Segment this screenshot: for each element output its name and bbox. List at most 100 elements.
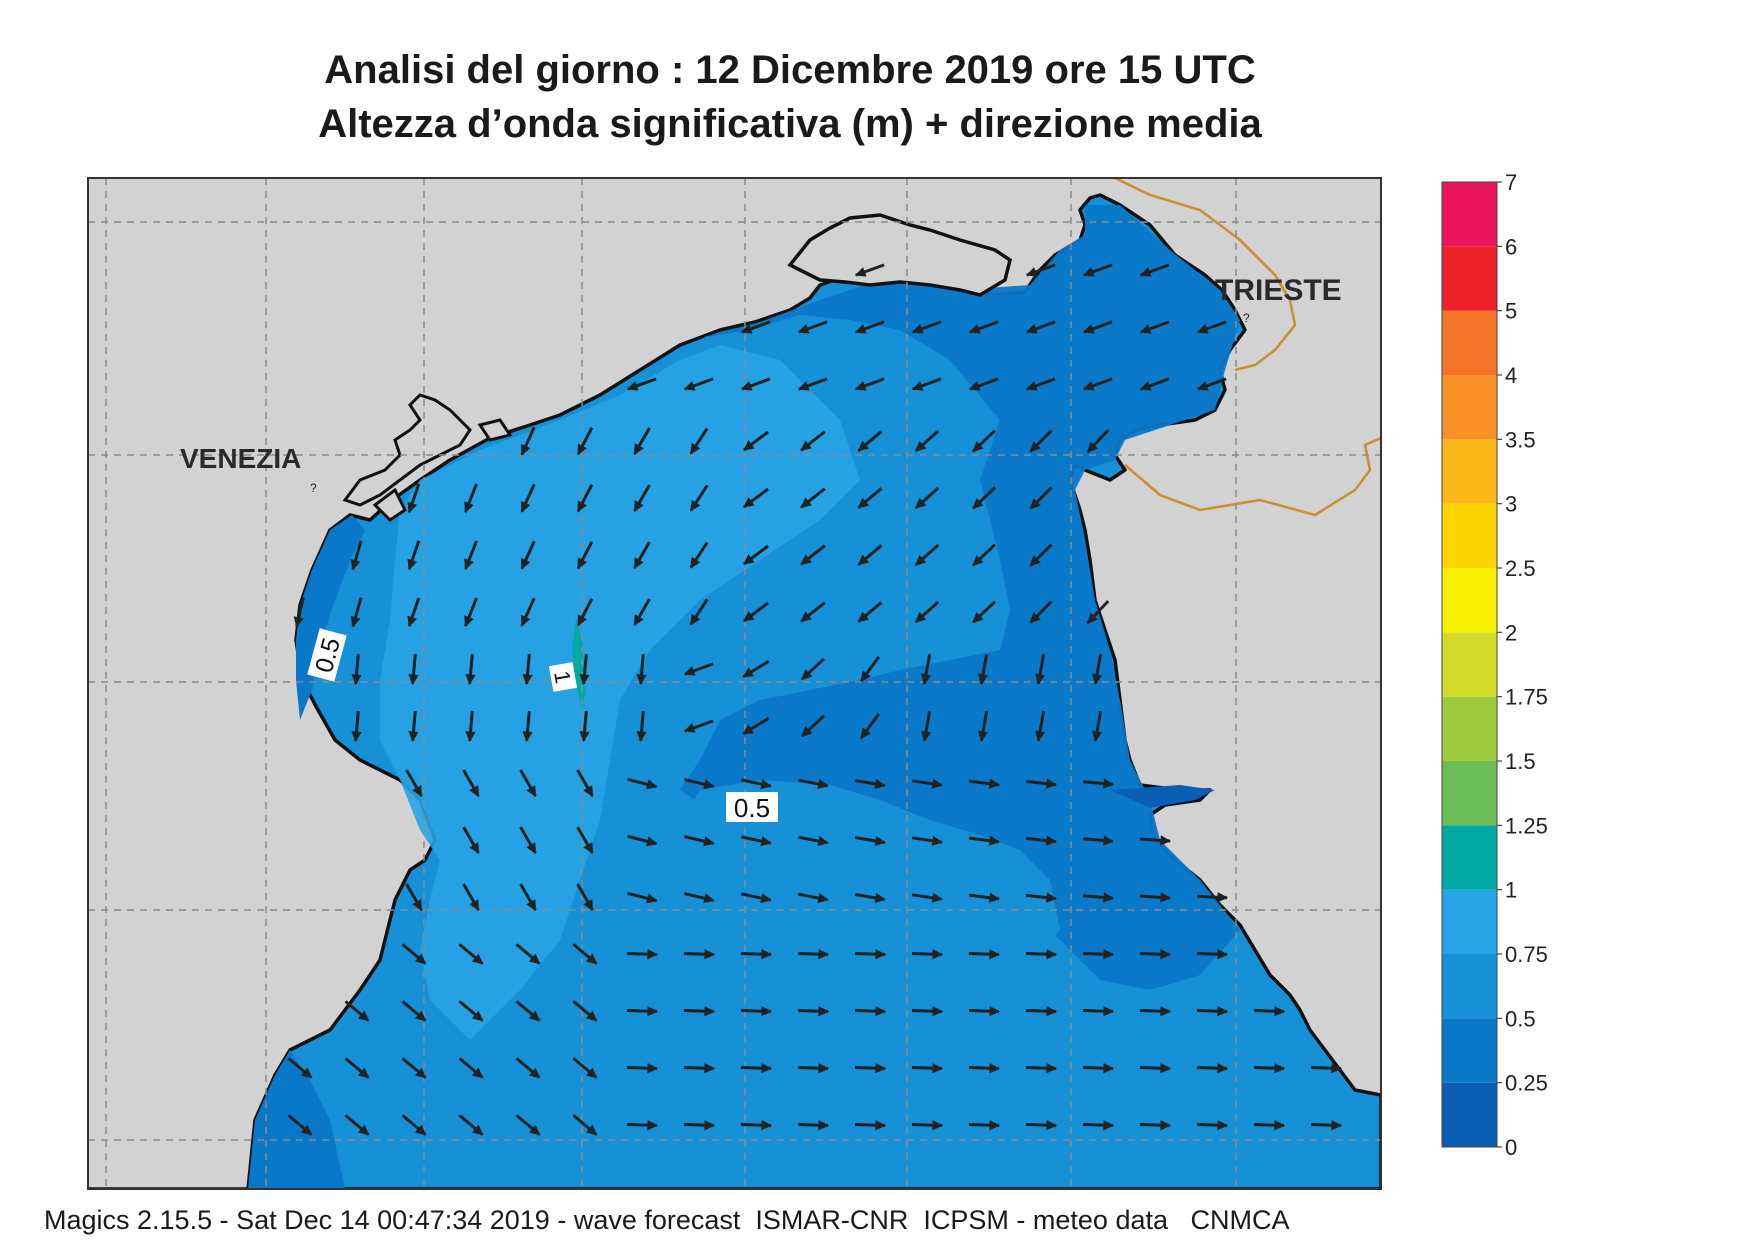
wave-arrow-head [300, 1067, 313, 1079]
wave-arrow-head [743, 611, 755, 622]
wave-arrow-head [1103, 1063, 1115, 1074]
wave-arrow-head [857, 611, 870, 623]
wave-arrow-head [743, 554, 755, 565]
wave-arrow-head [704, 949, 716, 960]
wave-arrow-head [585, 1067, 598, 1079]
wave-arrow-head [874, 835, 886, 847]
legend-label: 1.25 [1505, 813, 1548, 838]
wave-arrow-head [1046, 1006, 1058, 1017]
wave-arrow-head [1029, 498, 1041, 510]
legend-label: 3 [1505, 492, 1517, 517]
wave-arrow-head [636, 674, 647, 686]
wave-arrow-head [801, 668, 813, 680]
wave-arrow-head [854, 381, 867, 391]
legend-label: 1 [1505, 878, 1517, 903]
wave-arrow-head [797, 381, 810, 391]
border-line-south [1124, 436, 1381, 517]
wave-arrow-head [408, 674, 419, 686]
legend-label: 2.5 [1505, 556, 1536, 581]
wave-arrow-head [1025, 381, 1038, 391]
wave-arrow-head [1025, 267, 1038, 277]
wave-arrow-head [577, 557, 588, 570]
wave-arrow-head [647, 949, 659, 960]
wave-arrow-head [1045, 778, 1058, 789]
wave-arrow-head [414, 953, 427, 965]
wave-arrow-head [526, 842, 537, 854]
wave-arrow-head [875, 1006, 887, 1017]
wave-arrow-head [1217, 949, 1229, 960]
wave-arrow-head [911, 324, 924, 334]
legend-swatch [1442, 632, 1497, 697]
wave-arrow-head [914, 440, 927, 452]
wave-arrow-head [1160, 1063, 1172, 1074]
wave-arrow-head [293, 616, 304, 628]
wave-arrow-head [1103, 949, 1115, 960]
wave-arrow-head [357, 1010, 370, 1022]
legend-swatch [1442, 1082, 1497, 1147]
legend-label: 0 [1505, 1135, 1517, 1160]
wave-arrow-head [300, 1124, 313, 1136]
wave-arrow-head [1331, 1063, 1343, 1074]
wave-arrow-head [1087, 612, 1099, 624]
wave-arrow-head [875, 1063, 887, 1074]
wave-arrow-head [1103, 835, 1115, 846]
wave-arrow-head [761, 1006, 773, 1017]
wave-arrow-head [469, 899, 480, 911]
wave-arrow-head [761, 949, 773, 960]
wave-arrow-head [932, 1120, 944, 1131]
wave-arrow-head [1196, 324, 1209, 334]
wave-arrow-head [989, 949, 1001, 960]
wave-arrow-head [1217, 1006, 1229, 1017]
wave-arrow-head [583, 842, 594, 854]
color-legend: 0 0.25 0.5 0.75 1 1.25 1.5 1.75 2 2.5 3 3.5 4 5 6 7 [1441, 170, 1548, 1160]
wave-arrow-head [1029, 555, 1041, 567]
wave-arrow-head [988, 835, 1001, 846]
wave-arrow-head [647, 1006, 659, 1017]
wave-arrow-head [690, 556, 701, 569]
wave-arrow-head [760, 779, 772, 790]
wave-arrow-head [357, 1124, 370, 1136]
higher-wave-zone-west [380, 345, 860, 1040]
wave-arrow-head [351, 674, 362, 686]
wave-arrow-head [703, 893, 715, 904]
legend-swatch [1442, 182, 1497, 247]
wave-arrow-head [522, 674, 533, 686]
trieste-marker-icon: ? [1243, 311, 1250, 325]
wave-arrow-head [817, 835, 829, 847]
legend-label: 1.75 [1505, 685, 1548, 710]
wave-arrow-head [972, 612, 984, 624]
wave-arrow-head [414, 1067, 427, 1079]
wave-arrow-head [471, 1124, 484, 1136]
wave-arrow-head [914, 611, 927, 623]
wave-arrow-head [521, 557, 531, 570]
wave-arrow-head [577, 443, 588, 456]
wave-arrow-head [350, 558, 361, 571]
wave-arrow-head [579, 731, 590, 743]
legend-swatch [1442, 696, 1497, 761]
wave-arrow-head [469, 842, 480, 854]
wave-arrow-head [465, 674, 476, 686]
wave-arrow-head [703, 779, 715, 790]
wave-arrow-head [471, 1010, 484, 1022]
wave-arrow-head [577, 614, 588, 627]
wave-arrow-head [760, 836, 772, 847]
legend-label: 1.5 [1505, 749, 1536, 774]
wave-arrow-head [743, 497, 755, 508]
wave-arrow-head [931, 835, 943, 846]
wave-arrow-head [1045, 892, 1058, 903]
wave-arrow-head [800, 611, 812, 623]
legend-label: 6 [1505, 234, 1517, 259]
wave-arrow-head [968, 381, 981, 391]
wave-arrow-head [989, 1063, 1001, 1074]
wave-arrow-head [1274, 1120, 1286, 1131]
wave-arrow-head [857, 554, 870, 566]
legend-label: 4 [1505, 363, 1517, 388]
wave-arrow-head [1160, 949, 1172, 960]
wave-arrow-head [521, 614, 531, 627]
wave-arrow-head [989, 1006, 1001, 1017]
wave-arrow-head [797, 324, 810, 334]
wave-arrow-head [528, 1010, 541, 1022]
wave-arrow-head [683, 381, 696, 391]
wave-arrow-head [874, 892, 886, 904]
venice-lagoon-islands [342, 393, 513, 522]
